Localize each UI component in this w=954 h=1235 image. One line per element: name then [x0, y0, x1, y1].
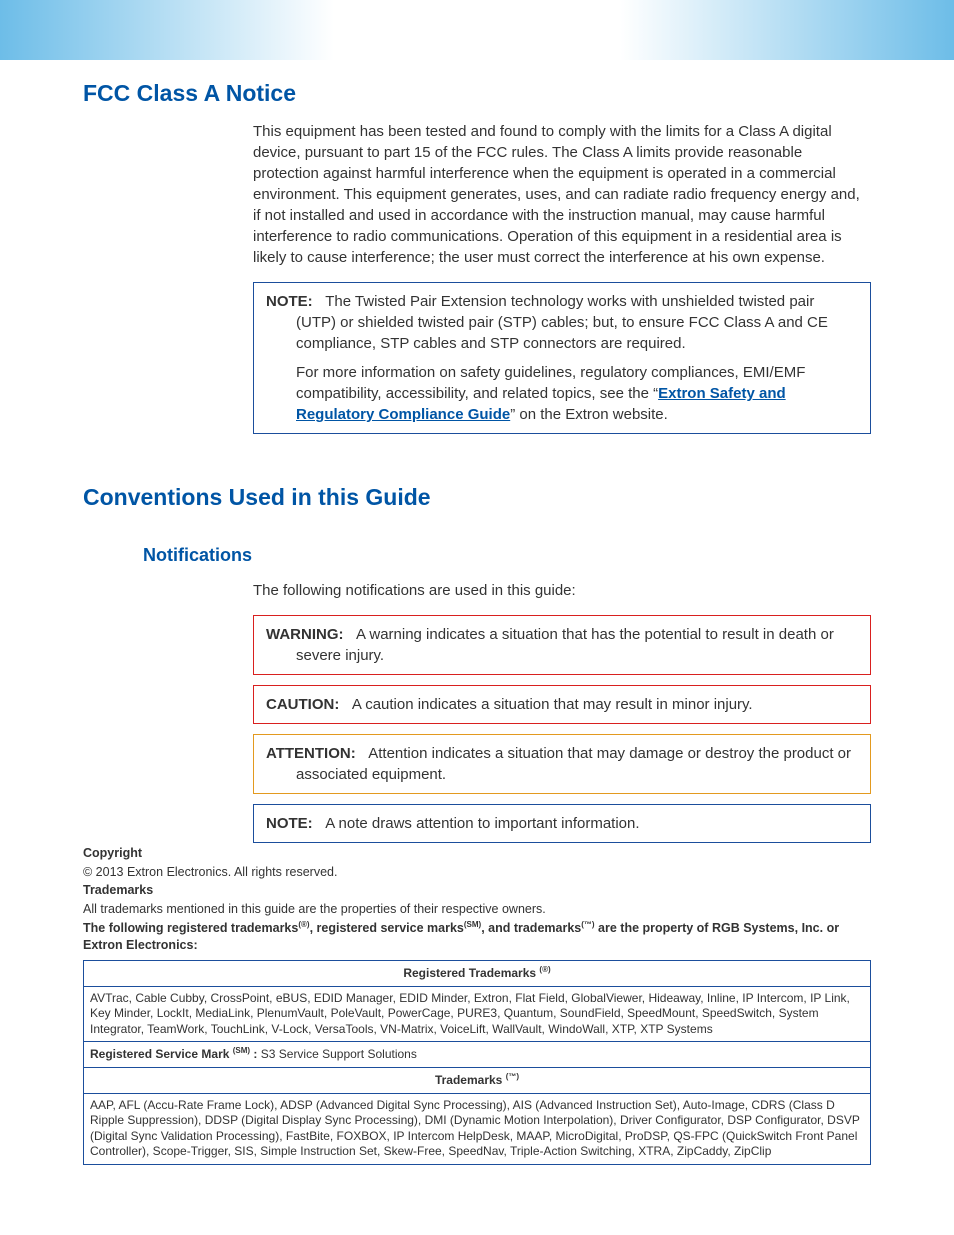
h3-pre: Trademarks: [435, 1073, 506, 1087]
h3-sup: (™): [506, 1072, 519, 1081]
conventions-heading: Conventions Used in this Guide: [83, 484, 871, 511]
own-sup1: (®): [298, 920, 309, 929]
page-content: FCC Class A Notice This equipment has be…: [0, 60, 954, 893]
tm-sm-text: S3 Service Support Solutions: [261, 1047, 417, 1061]
fcc-note-p1: NOTE: The Twisted Pair Extension technol…: [266, 291, 858, 354]
attention-text: ATTENTION: Attention indicates a situati…: [266, 743, 858, 785]
trademarks-text: All trademarks mentioned in this guide a…: [83, 901, 871, 918]
note-text: NOTE: A note draws attention to importan…: [266, 813, 858, 834]
fcc-heading: FCC Class A Notice: [83, 80, 871, 107]
fcc-note-p1-text: The Twisted Pair Extension technology wo…: [296, 293, 828, 352]
warning-box: WARNING: A warning indicates a situation…: [253, 615, 871, 675]
attention-label: ATTENTION:: [266, 745, 356, 762]
notifications-intro: The following notifications are used in …: [253, 580, 871, 601]
header-gradient: [0, 0, 954, 60]
trademarks-table: Registered Trademarks (®) AVTrac, Cable …: [83, 960, 871, 1165]
h1-pre: Registered Trademarks: [403, 966, 539, 980]
h2-sup: (SM): [233, 1046, 250, 1055]
own-sup3: (™): [581, 920, 594, 929]
fcc-note-box: NOTE: The Twisted Pair Extension technol…: [253, 282, 871, 434]
fcc-note-p2: For more information on safety guideline…: [266, 362, 858, 425]
tm-registered-list: AVTrac, Cable Cubby, CrossPoint, eBUS, E…: [84, 986, 871, 1042]
note-label-2: NOTE:: [266, 815, 313, 832]
note-label: NOTE:: [266, 293, 313, 310]
caution-text: CAUTION: A caution indicates a situation…: [266, 694, 858, 715]
warning-text: WARNING: A warning indicates a situation…: [266, 624, 858, 666]
footer: Copyright © 2013 Extron Electronics. All…: [83, 845, 871, 1165]
notifications-heading: Notifications: [143, 545, 871, 566]
tm-list: AAP, AFL (Accu-Rate Frame Lock), ADSP (A…: [84, 1093, 871, 1164]
fcc-note-p2-post: ” on the Extron website.: [510, 406, 668, 423]
tm-header-trademarks: Trademarks (™): [84, 1068, 871, 1094]
fcc-body: This equipment has been tested and found…: [253, 121, 871, 268]
own-pre: The following registered trademarks: [83, 921, 298, 935]
own-sup2: (SM): [464, 920, 481, 929]
own-mid2: , and trademarks: [481, 921, 581, 935]
caution-box: CAUTION: A caution indicates a situation…: [253, 685, 871, 724]
attention-box: ATTENTION: Attention indicates a situati…: [253, 734, 871, 794]
caution-label: CAUTION:: [266, 696, 339, 713]
note-box: NOTE: A note draws attention to importan…: [253, 804, 871, 843]
tm-header-registered: Registered Trademarks (®): [84, 961, 871, 987]
h2-sep: :: [250, 1047, 261, 1061]
attention-body: Attention indicates a situation that may…: [296, 745, 851, 783]
copyright-heading: Copyright: [83, 845, 871, 862]
h1-sup: (®): [539, 965, 550, 974]
trademarks-heading: Trademarks: [83, 882, 871, 899]
ownership-statement: The following registered trademarks(®), …: [83, 920, 871, 954]
warning-label: WARNING:: [266, 626, 344, 643]
warning-body: A warning indicates a situation that has…: [296, 626, 834, 664]
h2-pre: Registered Service Mark: [90, 1047, 233, 1061]
own-mid1: , registered service marks: [310, 921, 464, 935]
note-body: A note draws attention to important info…: [325, 815, 639, 832]
caution-body: A caution indicates a situation that may…: [352, 696, 753, 713]
tm-service-mark: Registered Service Mark (SM) : S3 Servic…: [84, 1042, 871, 1068]
copyright-text: © 2013 Extron Electronics. All rights re…: [83, 864, 871, 881]
